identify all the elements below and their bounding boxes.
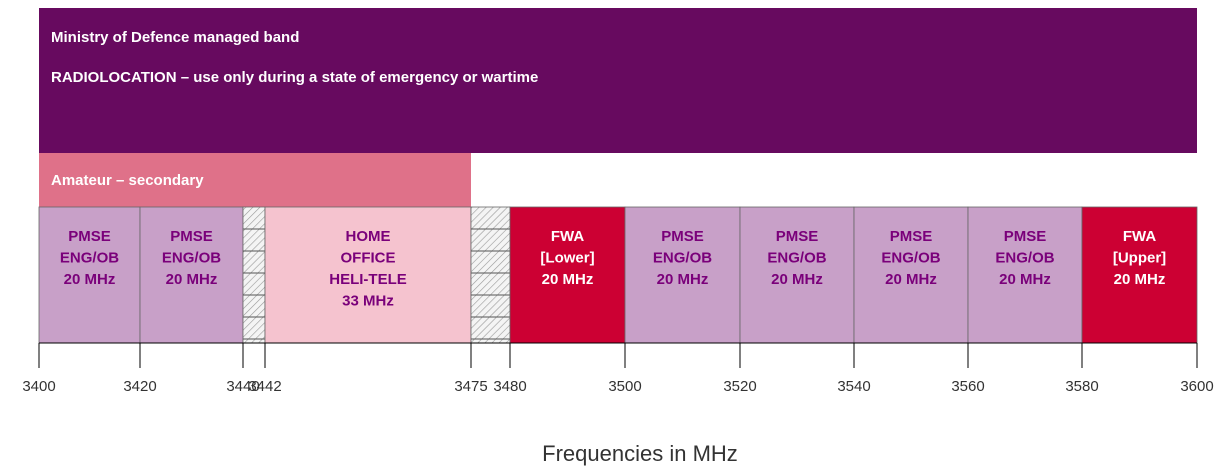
band-label: HOME: [346, 228, 391, 245]
tick-label: 3580: [1065, 378, 1098, 395]
band-label: PMSE: [776, 228, 819, 245]
band-label: OFFICE: [341, 249, 396, 266]
band: [967, 206, 1083, 344]
band-label: 20 MHz: [1114, 271, 1166, 288]
band-label: 20 MHz: [885, 271, 937, 288]
band: [1081, 206, 1198, 344]
band: [509, 206, 626, 344]
band-label: 20 MHz: [166, 271, 218, 288]
band: [39, 153, 471, 207]
band-label: RADIOLOCATION – use only during a state …: [51, 69, 538, 86]
band-label: FWA: [1123, 228, 1156, 245]
band: [39, 8, 1197, 153]
band-label: PMSE: [890, 228, 933, 245]
band-label: 20 MHz: [542, 271, 594, 288]
band-label: PMSE: [661, 228, 704, 245]
tick-label: 3520: [723, 378, 756, 395]
band-label: ENG/OB: [881, 249, 940, 266]
band-label: PMSE: [170, 228, 213, 245]
band: [853, 206, 969, 344]
tick-label: 3480: [493, 378, 526, 395]
band-label: 20 MHz: [657, 271, 709, 288]
band-label: HELI-TELE: [329, 271, 407, 288]
band-label: Ministry of Defence managed band: [51, 29, 299, 46]
tick-label: 3442: [248, 378, 281, 395]
band: [264, 206, 472, 344]
band-label: 20 MHz: [999, 271, 1051, 288]
band-label: ENG/OB: [653, 249, 712, 266]
band-label: Amateur – secondary: [51, 172, 204, 189]
band-label: [Upper]: [1113, 249, 1166, 266]
band-label: [Lower]: [540, 249, 594, 266]
band-label: ENG/OB: [162, 249, 221, 266]
tick-label: 3440: [226, 378, 259, 395]
tick-label: 3560: [951, 378, 984, 395]
tick-label: 3420: [123, 378, 156, 395]
band-label: 20 MHz: [771, 271, 823, 288]
reserved-band: [242, 206, 266, 344]
axis-title: Frequencies in MHz: [542, 441, 738, 466]
band-label: ENG/OB: [767, 249, 826, 266]
tick-label: 3475: [454, 378, 487, 395]
band-label: ENG/OB: [995, 249, 1054, 266]
reserved-band: [470, 206, 511, 344]
band-label: ENG/OB: [60, 249, 119, 266]
band-label: 20 MHz: [64, 271, 116, 288]
tick-label: 3540: [837, 378, 870, 395]
tick-label: 3400: [22, 378, 55, 395]
tick-label: 3600: [1180, 378, 1213, 395]
band: [739, 206, 855, 344]
band-label: PMSE: [1004, 228, 1047, 245]
tick-label: 3500: [608, 378, 641, 395]
band-label: FWA: [551, 228, 584, 245]
band-label: 33 MHz: [342, 292, 394, 309]
band-label: PMSE: [68, 228, 111, 245]
